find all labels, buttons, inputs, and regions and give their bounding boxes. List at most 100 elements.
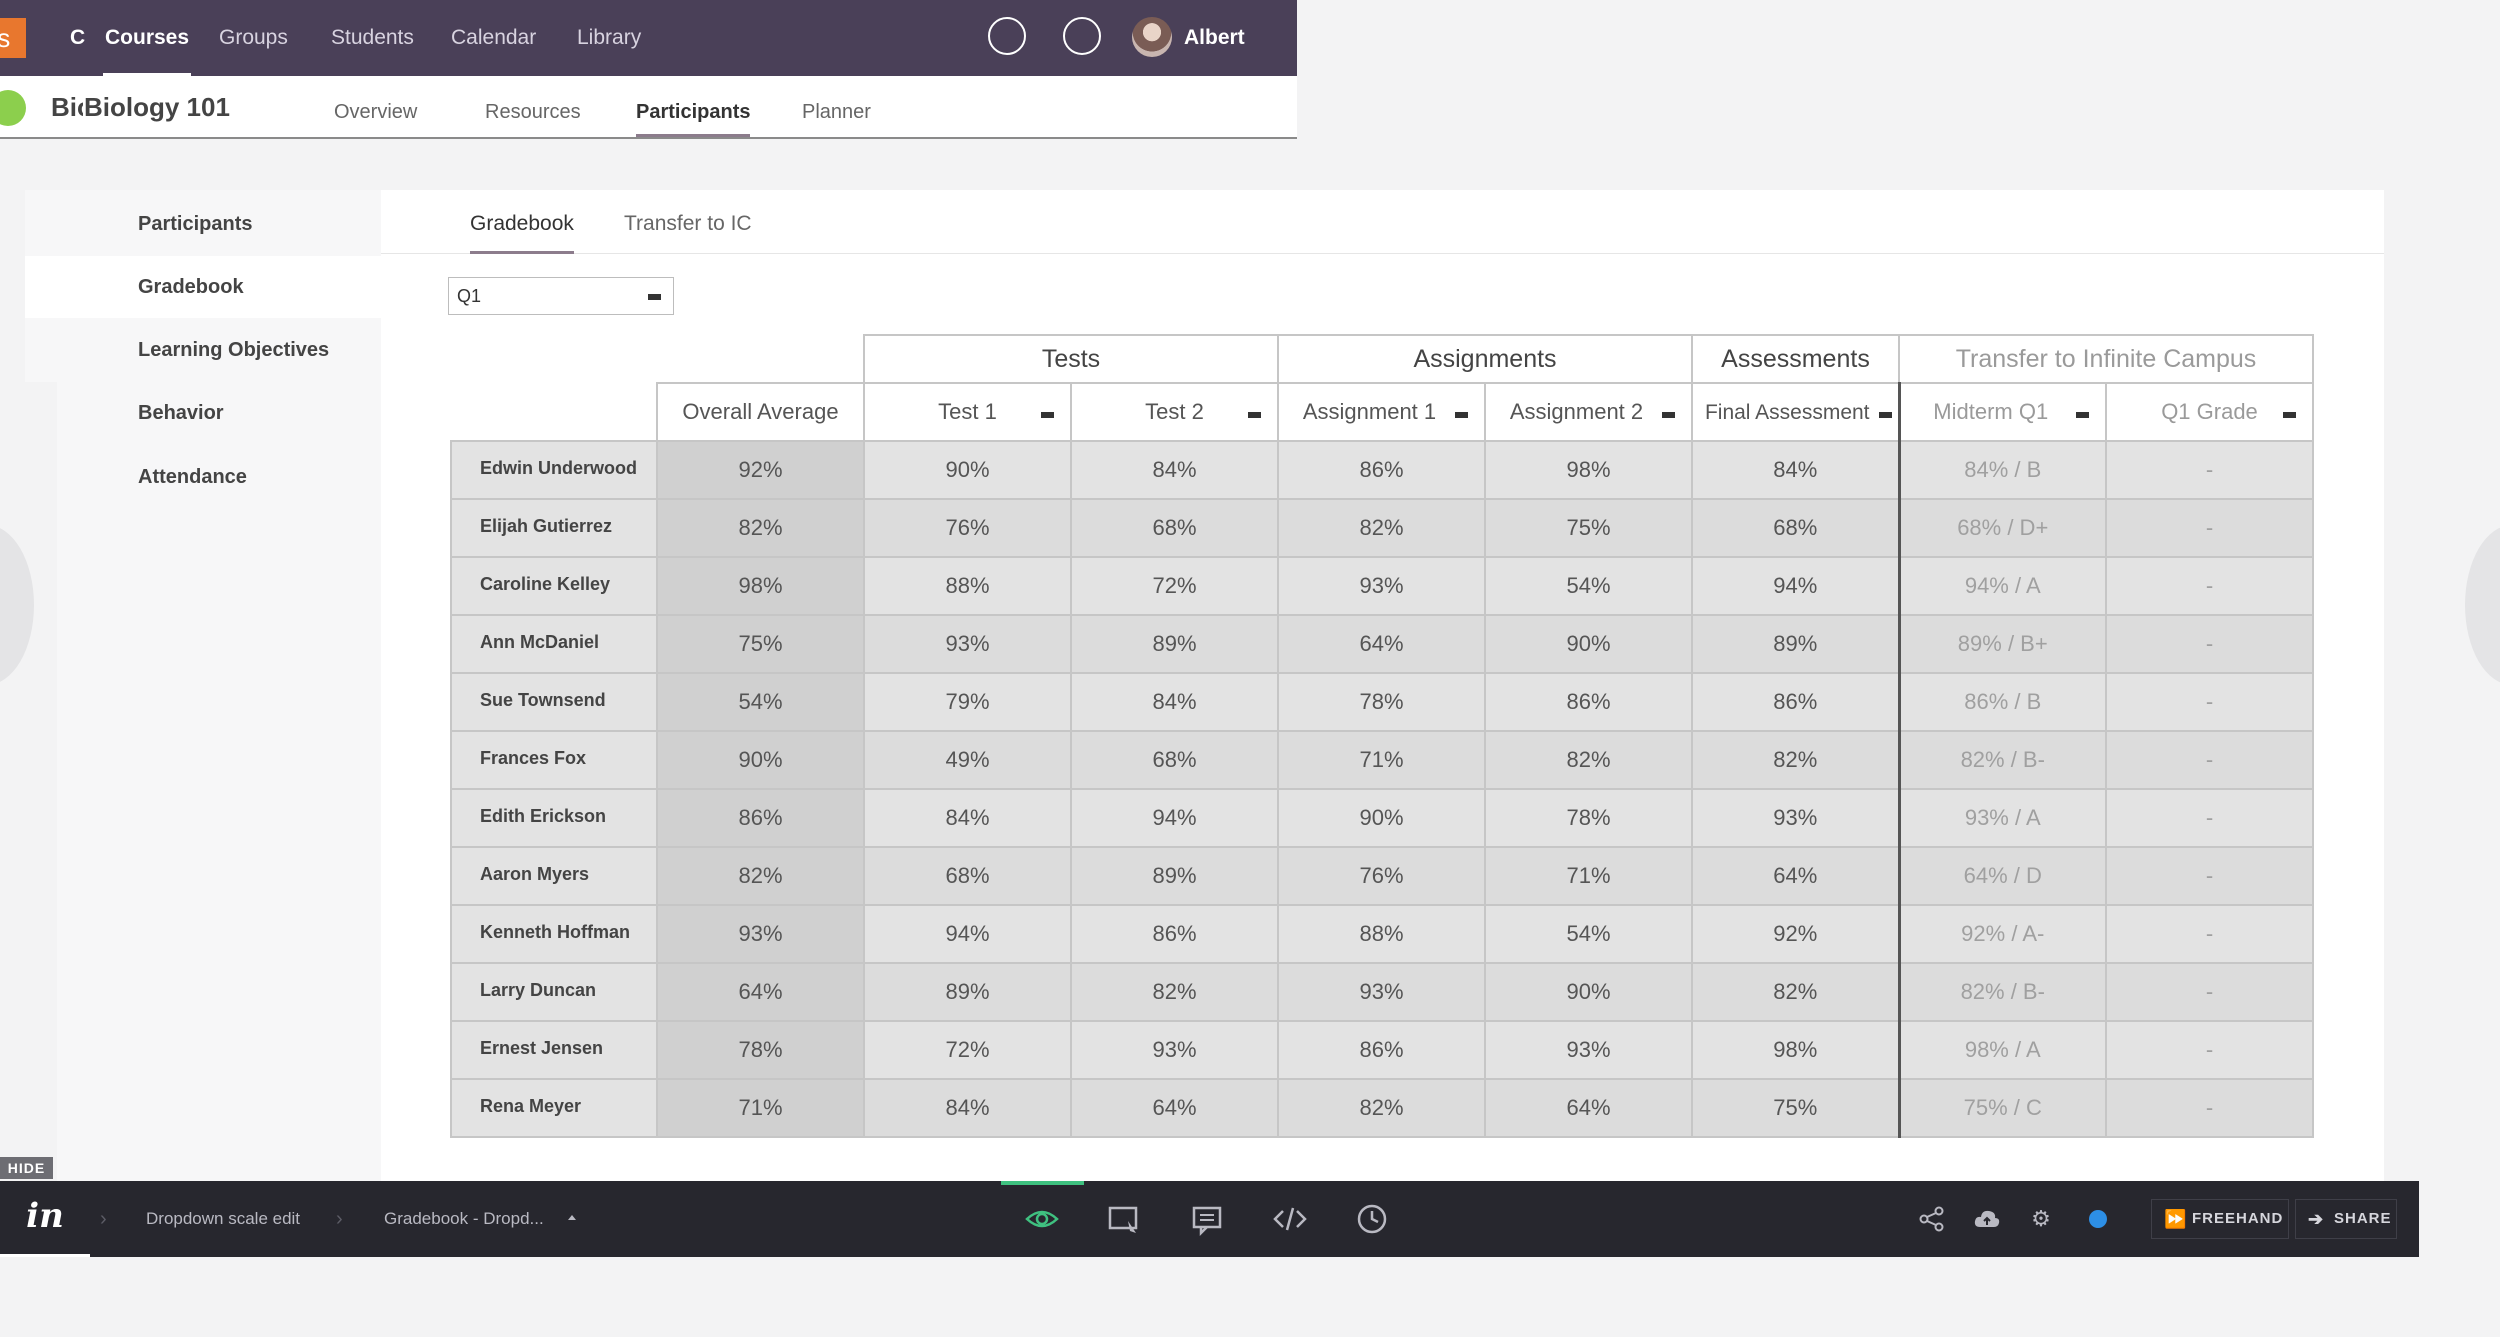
hide-toolbar-button[interactable]: HIDE (0, 1157, 53, 1179)
grade-cell-qg[interactable]: - (2105, 614, 2314, 674)
grade-cell-qg[interactable]: - (2105, 498, 2314, 558)
invision-logo[interactable]: in (0, 1181, 90, 1257)
nav-groups[interactable]: Groups (219, 26, 288, 49)
grade-cell-t2[interactable]: 68% (1070, 498, 1279, 558)
column-menu-icon[interactable] (2283, 412, 2296, 418)
grade-cell-t2[interactable]: 64% (1070, 1078, 1279, 1138)
nav-calendar[interactable]: Calendar (451, 26, 537, 49)
grade-cell-t2[interactable]: 94% (1070, 788, 1279, 848)
grade-cell-a1[interactable]: 76% (1277, 846, 1486, 906)
grade-cell-t1[interactable]: 76% (863, 498, 1072, 558)
grade-cell-t2[interactable]: 72% (1070, 556, 1279, 616)
grade-cell-a1[interactable]: 71% (1277, 730, 1486, 790)
nav-students[interactable]: Students (331, 26, 414, 49)
grade-cell-qg[interactable]: - (2105, 556, 2314, 616)
grade-cell-a1[interactable]: 78% (1277, 672, 1486, 732)
screen-menu-caret-icon[interactable] (568, 1215, 576, 1220)
grade-cell-t1[interactable]: 89% (863, 962, 1072, 1022)
column-menu-icon[interactable] (1662, 412, 1675, 418)
grade-cell-a2[interactable]: 54% (1484, 904, 1693, 964)
grade-cell-fa[interactable]: 98% (1691, 1020, 1900, 1080)
grade-cell-a1[interactable]: 93% (1277, 556, 1486, 616)
grade-cell-a2[interactable]: 93% (1484, 1020, 1693, 1080)
grade-cell-a2[interactable]: 90% (1484, 614, 1693, 674)
grade-cell-t1[interactable]: 90% (863, 440, 1072, 500)
comment-icon[interactable] (1189, 1201, 1225, 1237)
sidebar-item-participants[interactable]: Participants (138, 213, 253, 235)
grade-cell-fa[interactable]: 82% (1691, 962, 1900, 1022)
grade-cell-qg[interactable]: - (2105, 730, 2314, 790)
grade-cell-a2[interactable]: 82% (1484, 730, 1693, 790)
grade-cell-fa[interactable]: 92% (1691, 904, 1900, 964)
share-nodes-icon[interactable] (1918, 1205, 1946, 1233)
sidebar-item-learning-objectives[interactable]: Learning Objectives (138, 339, 330, 361)
grade-cell-a1[interactable]: 90% (1277, 788, 1486, 848)
sidebar-item-behavior[interactable]: Behavior (138, 402, 224, 424)
grade-cell-t2[interactable]: 86% (1070, 904, 1279, 964)
grade-cell-t2[interactable]: 89% (1070, 614, 1279, 674)
nav-library[interactable]: Library (577, 26, 642, 49)
grade-cell-t2[interactable]: 82% (1070, 962, 1279, 1022)
grade-cell-a1[interactable]: 93% (1277, 962, 1486, 1022)
grade-cell-a1[interactable]: 88% (1277, 904, 1486, 964)
grade-cell-a1[interactable]: 86% (1277, 440, 1486, 500)
grade-cell-t2[interactable]: 68% (1070, 730, 1279, 790)
grade-cell-t2[interactable]: 89% (1070, 846, 1279, 906)
sidebar-item-attendance[interactable]: Attendance (138, 466, 247, 488)
sidebar-item-gradebook[interactable]: Gradebook (25, 256, 381, 318)
history-icon[interactable] (1354, 1201, 1390, 1237)
grade-cell-fa[interactable]: 68% (1691, 498, 1900, 558)
grade-cell-a1[interactable]: 64% (1277, 614, 1486, 674)
grade-cell-a1[interactable]: 82% (1277, 1078, 1486, 1138)
grade-cell-a2[interactable]: 71% (1484, 846, 1693, 906)
grade-cell-fa[interactable]: 86% (1691, 672, 1900, 732)
next-screen-arrow[interactable] (2465, 525, 2500, 685)
messages-icon[interactable] (1063, 17, 1101, 55)
dropdown-toggle-icon[interactable] (648, 294, 661, 300)
grade-cell-a2[interactable]: 64% (1484, 1078, 1693, 1138)
column-menu-icon[interactable] (1248, 412, 1261, 418)
code-icon[interactable] (1272, 1201, 1308, 1237)
tab-resources[interactable]: Resources (485, 101, 581, 123)
grade-cell-qg[interactable]: - (2105, 788, 2314, 848)
app-logo[interactable]: ts (0, 18, 26, 58)
column-menu-icon[interactable] (1878, 412, 1892, 418)
grade-cell-t1[interactable]: 84% (863, 788, 1072, 848)
nav-courses[interactable]: Courses (102, 0, 192, 76)
grade-cell-a2[interactable]: 78% (1484, 788, 1693, 848)
inspect-icon[interactable] (1106, 1201, 1142, 1237)
status-dot[interactable] (2089, 1210, 2107, 1228)
column-menu-icon[interactable] (1041, 412, 1054, 418)
grade-cell-a2[interactable]: 86% (1484, 672, 1693, 732)
user-name[interactable]: Albert (1184, 26, 1245, 49)
grade-cell-a2[interactable]: 54% (1484, 556, 1693, 616)
grade-cell-t2[interactable]: 84% (1070, 440, 1279, 500)
grade-cell-fa[interactable]: 94% (1691, 556, 1900, 616)
grade-cell-qg[interactable]: - (2105, 1020, 2314, 1080)
grade-cell-qg[interactable]: - (2105, 846, 2314, 906)
grade-cell-a2[interactable]: 98% (1484, 440, 1693, 500)
grade-cell-t1[interactable]: 49% (863, 730, 1072, 790)
grade-cell-qg[interactable]: - (2105, 962, 2314, 1022)
preview-icon[interactable] (1024, 1201, 1060, 1237)
grade-cell-t1[interactable]: 79% (863, 672, 1072, 732)
column-menu-icon[interactable] (1455, 412, 1468, 418)
grade-cell-t1[interactable]: 84% (863, 1078, 1072, 1138)
grade-cell-fa[interactable]: 75% (1691, 1078, 1900, 1138)
grade-cell-fa[interactable]: 82% (1691, 730, 1900, 790)
grade-cell-qg[interactable]: - (2105, 904, 2314, 964)
grade-cell-a1[interactable]: 86% (1277, 1020, 1486, 1080)
back-button[interactable]: C (70, 26, 86, 49)
tab-transfer-to-ic[interactable]: Transfer to IC (624, 212, 752, 235)
grade-cell-qg[interactable]: - (2105, 672, 2314, 732)
grade-cell-fa[interactable]: 89% (1691, 614, 1900, 674)
grade-cell-t2[interactable]: 84% (1070, 672, 1279, 732)
grade-cell-a2[interactable]: 75% (1484, 498, 1693, 558)
tab-gradebook-label[interactable]: Gradebook (440, 190, 604, 254)
grade-cell-t1[interactable]: 72% (863, 1020, 1072, 1080)
freehand-button[interactable]: ⏩ FREEHAND (2151, 1199, 2289, 1239)
grade-cell-t2[interactable]: 93% (1070, 1020, 1279, 1080)
grade-cell-fa[interactable]: 64% (1691, 846, 1900, 906)
grade-cell-qg[interactable]: - (2105, 1078, 2314, 1138)
grade-cell-qg[interactable]: - (2105, 440, 2314, 500)
